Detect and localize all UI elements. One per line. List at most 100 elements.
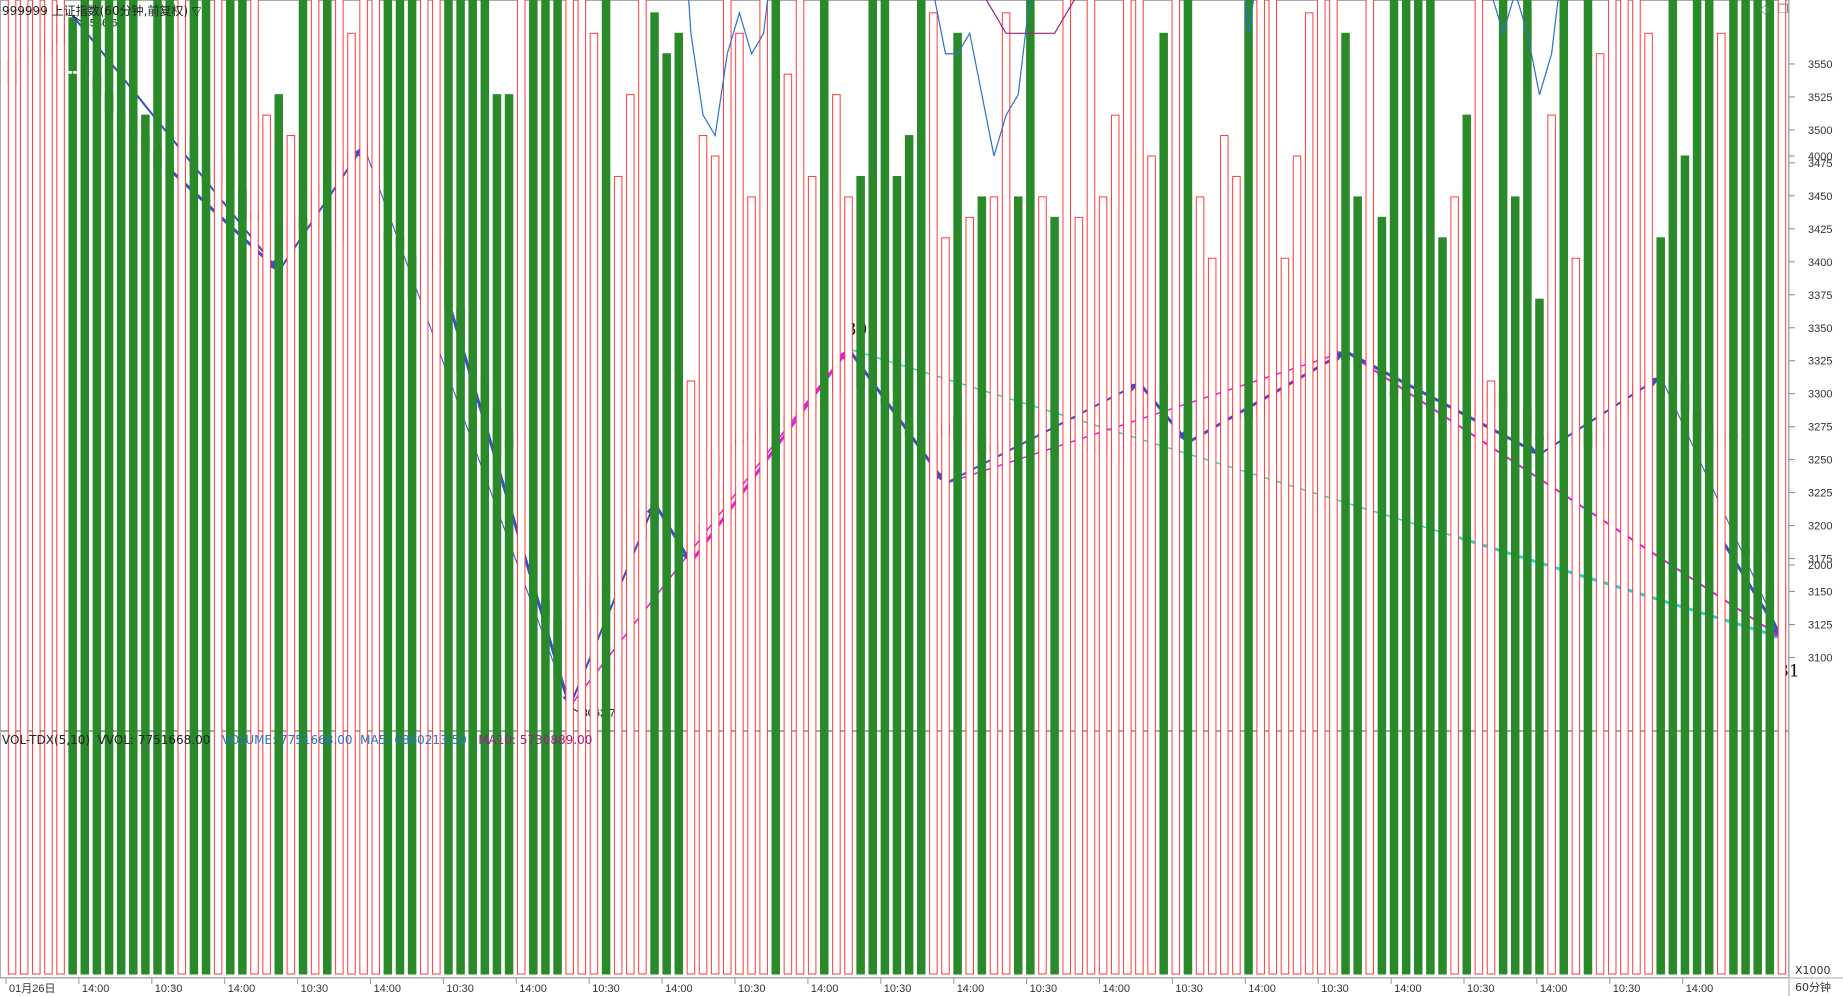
time-tick-label: 10:30 bbox=[1175, 983, 1203, 995]
volume-bar-down bbox=[1753, 0, 1762, 975]
volume-bar-up bbox=[310, 0, 320, 975]
volume-bar-up bbox=[335, 0, 344, 975]
time-tick-label: 14:00 bbox=[1394, 983, 1422, 995]
volume-indicator-name[interactable]: VOL-TDX(5,10) bbox=[2, 733, 91, 747]
volume-bar-down bbox=[104, 0, 114, 975]
time-tick-label: 10:30 bbox=[884, 983, 912, 995]
time-tick-label: 10:30 bbox=[1613, 983, 1641, 995]
volume-bar-up bbox=[1304, 12, 1314, 975]
volume-bar-up bbox=[1110, 114, 1120, 975]
volume-bar-down bbox=[189, 0, 199, 975]
volume-bar-up bbox=[1086, 0, 1096, 975]
volume-bar-up bbox=[1486, 380, 1496, 975]
time-tick-label: 10:30 bbox=[1030, 983, 1058, 995]
volume-bar-up bbox=[347, 32, 356, 975]
volume-bar-down bbox=[1244, 0, 1253, 975]
period-label[interactable]: 60分钟 bbox=[1795, 981, 1831, 994]
volume-bar-down bbox=[916, 0, 926, 975]
volume-bar-up bbox=[698, 135, 708, 975]
volume-bar-down bbox=[977, 196, 987, 975]
volume-bar-up bbox=[747, 196, 756, 975]
volume-bar-up bbox=[1595, 53, 1605, 975]
volume-bar-down bbox=[383, 0, 393, 975]
volume-bar-down bbox=[820, 0, 829, 975]
volume-bar-down bbox=[238, 0, 247, 975]
volume-bar-down bbox=[322, 0, 332, 975]
volume-bar-down bbox=[407, 0, 417, 975]
volume-bar-up bbox=[1123, 0, 1132, 975]
volume-bar-up bbox=[1292, 155, 1302, 975]
wave-arrow-cyan bbox=[1454, 535, 1783, 640]
volume-bar-down bbox=[492, 94, 502, 975]
volume-bar-down bbox=[1729, 0, 1738, 975]
volume-bar-down bbox=[1401, 0, 1411, 975]
wave-line-blue bbox=[363, 145, 571, 707]
volume-bar-up bbox=[1135, 0, 1144, 975]
volume-bar-down bbox=[1704, 0, 1714, 975]
volume-bar-up bbox=[1547, 114, 1556, 975]
price-tick-label: 3175 bbox=[1808, 554, 1832, 566]
ma10-line bbox=[985, 0, 1076, 34]
volume-bar-up bbox=[1607, 0, 1617, 975]
time-tick-label: 14:00 bbox=[811, 983, 839, 995]
volume-bar-up bbox=[1171, 0, 1181, 975]
volume-bar-up bbox=[1001, 12, 1011, 975]
volume-bar-up bbox=[710, 155, 720, 975]
time-tick-label: 14:00 bbox=[519, 983, 547, 995]
volume-bar-up bbox=[516, 0, 526, 975]
volume-bar-up bbox=[1474, 0, 1484, 975]
volume-bar-down bbox=[529, 0, 538, 975]
volume-bar-down bbox=[480, 0, 490, 975]
volume-bar-up bbox=[795, 0, 805, 975]
price-tick-label: 3100 bbox=[1808, 653, 1832, 665]
volume-bar-up bbox=[686, 380, 696, 975]
volume-bar-down bbox=[1426, 0, 1435, 975]
time-tick-label: 10:30 bbox=[1321, 983, 1349, 995]
volume-bar-up bbox=[965, 216, 974, 975]
volume-bar-up bbox=[213, 0, 223, 975]
volume-bar-down bbox=[165, 0, 174, 975]
chart-title-text: 999999 上证指数(60分钟,前复权) bbox=[2, 4, 189, 18]
price-tick-label: 3375 bbox=[1808, 290, 1832, 302]
volume-bar-down bbox=[1183, 0, 1193, 975]
volume-bar-down bbox=[468, 0, 477, 975]
volume-bar-up bbox=[613, 175, 623, 975]
volume-bar-down bbox=[674, 32, 684, 975]
time-tick-label: 14:00 bbox=[1540, 983, 1568, 995]
volume-bar-up bbox=[177, 0, 187, 975]
volume-bar-down bbox=[880, 0, 890, 975]
volume-bar-down bbox=[1741, 0, 1750, 975]
volume-bar-down bbox=[1498, 0, 1508, 975]
volume-bar-up bbox=[1098, 196, 1108, 975]
volume-bar-up bbox=[1644, 32, 1653, 975]
wave-arrow-blue bbox=[168, 168, 280, 273]
volume-bar-up bbox=[250, 0, 259, 975]
time-tick-label: 01月26日 bbox=[9, 983, 55, 995]
volume-bar-up bbox=[1074, 216, 1084, 975]
volume-bar-up bbox=[32, 0, 41, 975]
time-tick-label: 14:00 bbox=[1103, 983, 1131, 995]
volume-bar-up bbox=[1317, 0, 1326, 975]
volume-bar-down bbox=[504, 94, 514, 975]
volume-bar-up bbox=[626, 94, 635, 975]
volume-bar-up bbox=[989, 196, 999, 975]
time-tick-label: 10:30 bbox=[1467, 983, 1495, 995]
volume-value: VOLUME: 7751668.00 bbox=[221, 733, 353, 747]
restore-window-icon[interactable]: ❐ bbox=[1778, 2, 1789, 16]
volume-header: VOL-TDX(5,10) VVOL: 7751668.00 VOLUME: 7… bbox=[2, 733, 592, 747]
volume-bar-up bbox=[1038, 196, 1047, 975]
volume-bar-down bbox=[226, 0, 235, 975]
volume-bar-up bbox=[1632, 0, 1641, 975]
volume-bar-up bbox=[371, 0, 380, 975]
diamond-icon[interactable]: ◇ bbox=[1760, 2, 1770, 16]
volume-bar-up bbox=[1207, 257, 1217, 975]
time-tick-label: 14:00 bbox=[1686, 983, 1714, 995]
volume-bar-down bbox=[1389, 0, 1399, 975]
price-tick-label: 3225 bbox=[1808, 488, 1832, 500]
price-tick-label: 3400 bbox=[1808, 257, 1832, 269]
title-dropdown-icon[interactable]: ▽ bbox=[191, 4, 202, 18]
volume-bar-up bbox=[1220, 135, 1229, 975]
volume-bar-up bbox=[759, 0, 768, 975]
price-tick-label: 3350 bbox=[1808, 323, 1832, 335]
